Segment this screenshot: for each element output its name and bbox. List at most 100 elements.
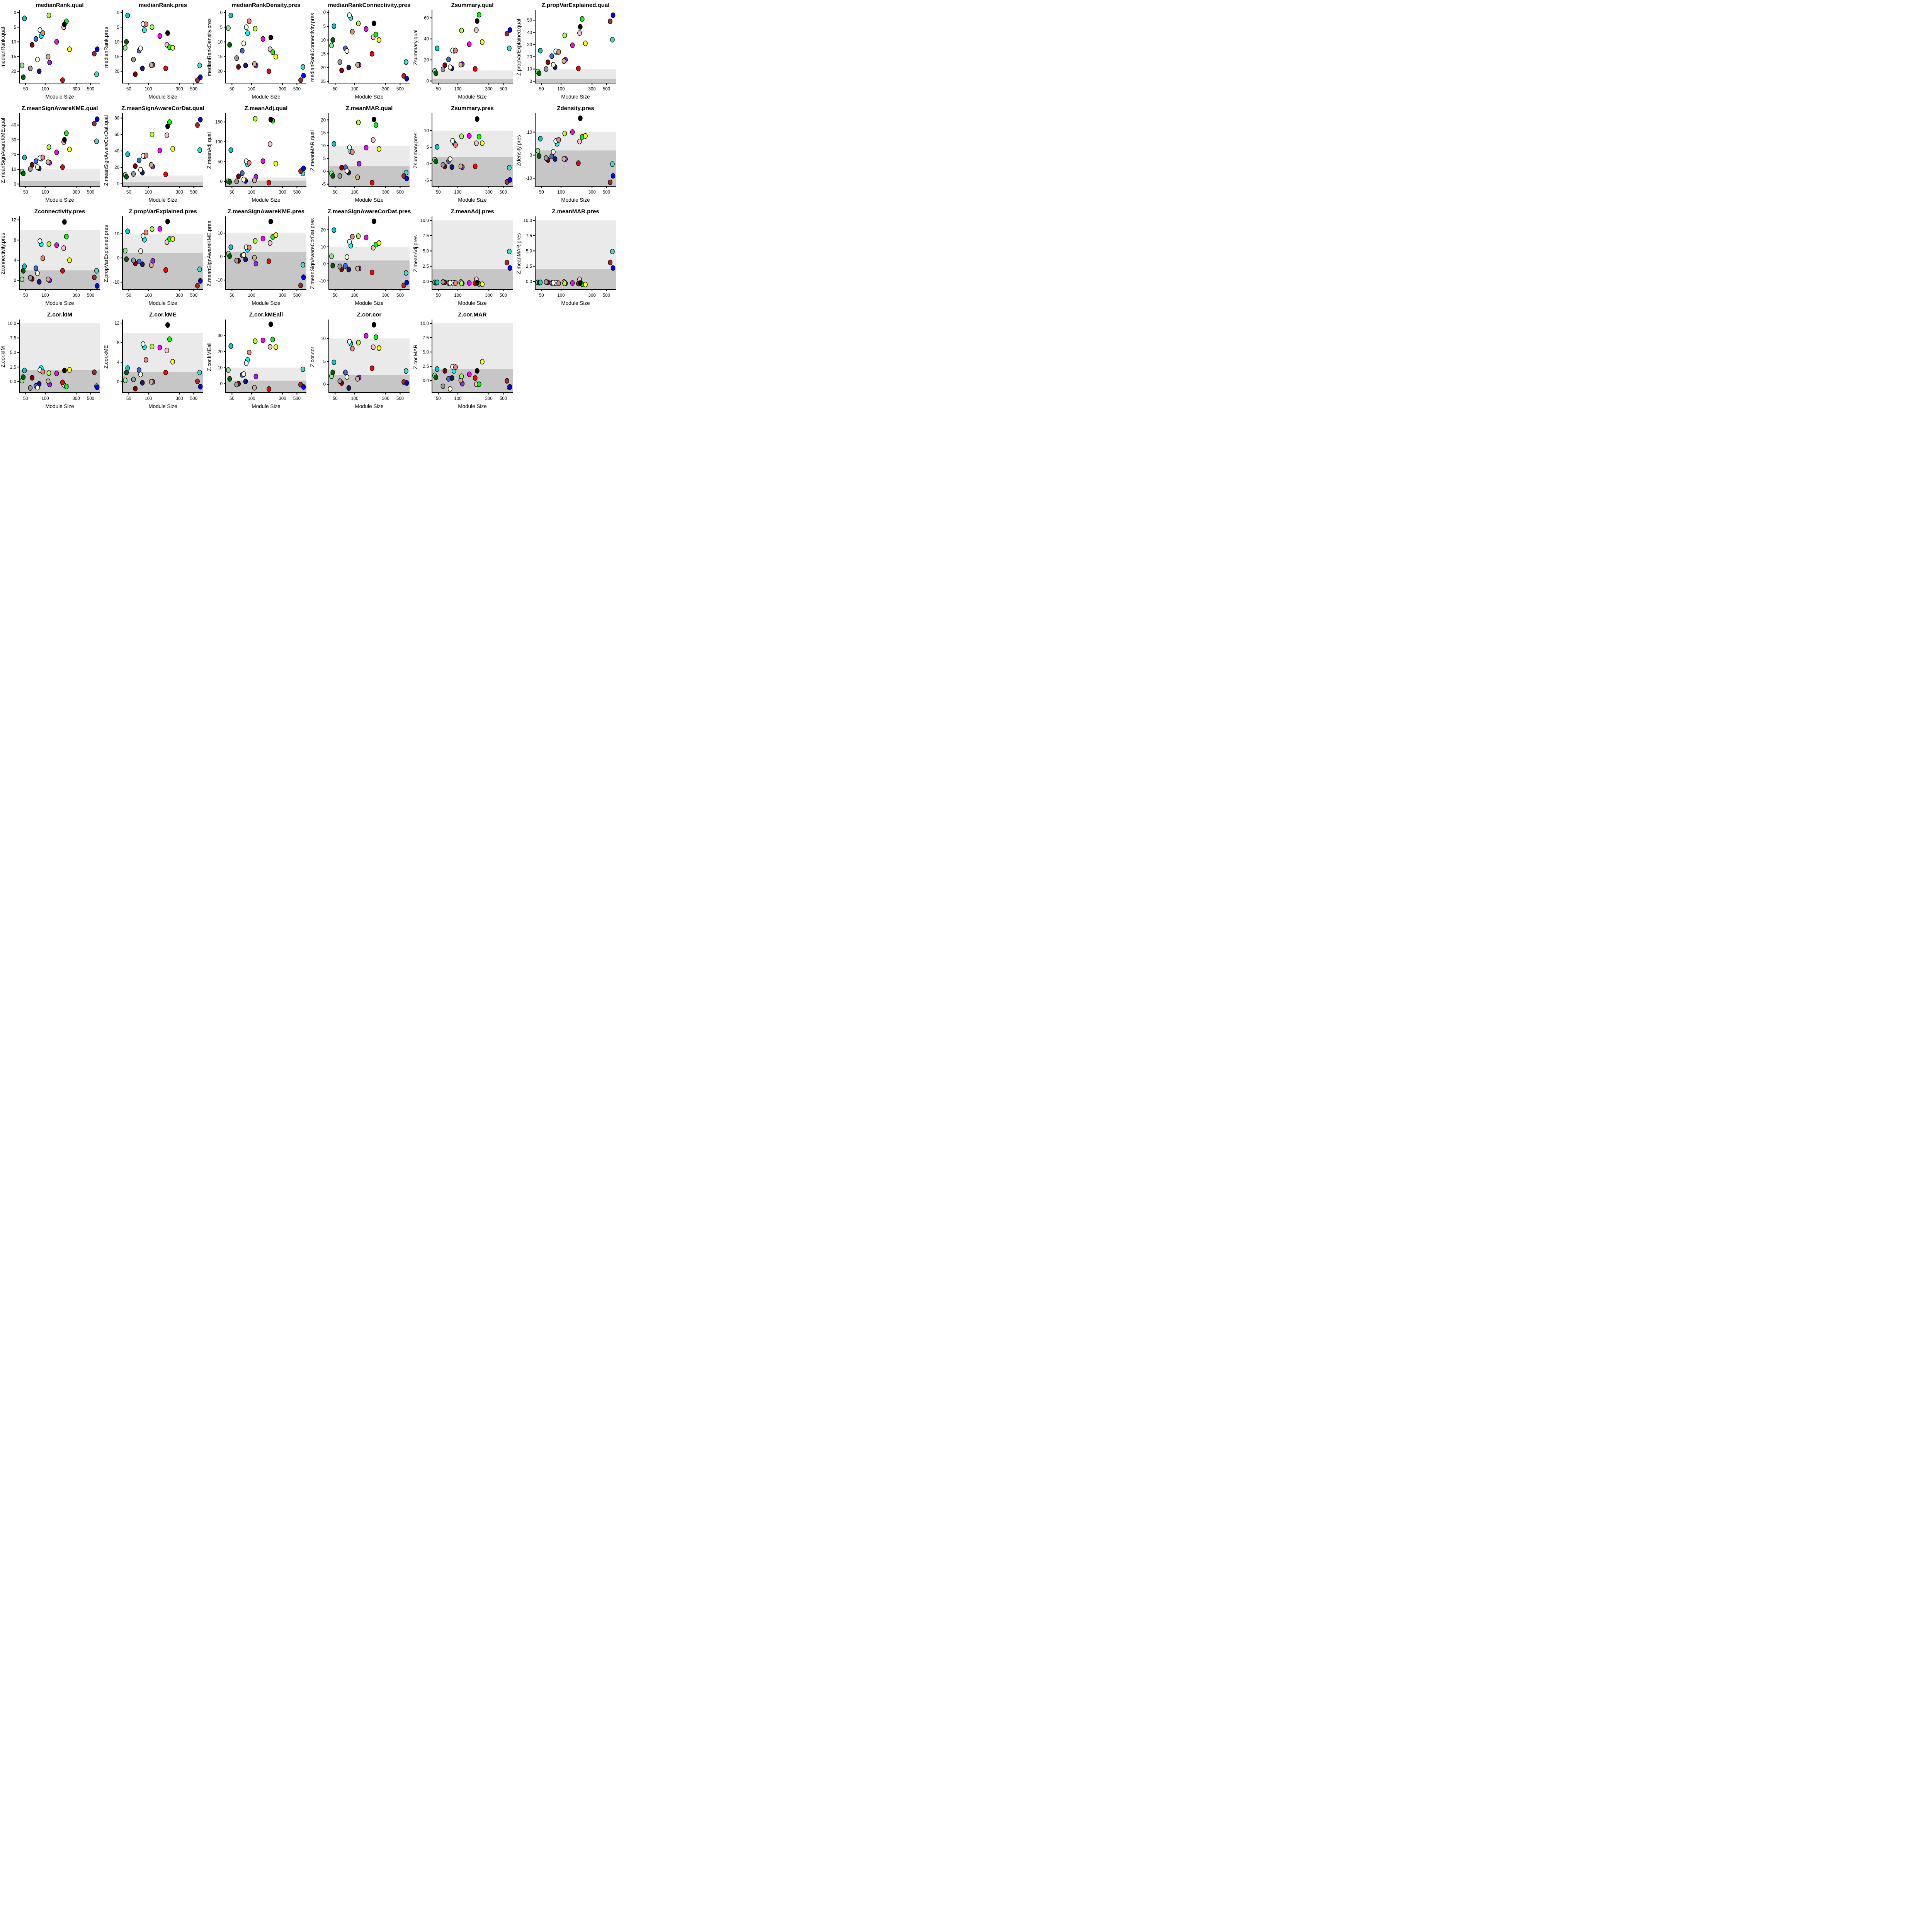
data-point-royalblue — [343, 369, 348, 375]
data-point-black — [371, 116, 376, 122]
threshold-band-light — [19, 323, 100, 370]
x-tick-label: 300 — [176, 396, 183, 401]
data-point-tan — [252, 255, 257, 261]
data-point-darkgreen — [330, 173, 335, 179]
data-point-turquoise — [301, 366, 305, 372]
data-point-royalblue — [549, 53, 554, 59]
data-point-grey60 — [337, 173, 342, 179]
x-tick-label: 50 — [230, 87, 235, 92]
data-point-tan — [355, 376, 360, 382]
data-point-midnightblue — [449, 164, 454, 170]
panel-Z.cor.kMEall: 50 100 300 500 0 10 20 30 Z.cor.kMEall Z.cor.kMEa… — [206, 310, 310, 413]
panel-title: Z.meanMAR.pres — [552, 208, 599, 215]
y-axis-label: Z.propVarExplained.pres — [103, 225, 109, 282]
x-axis-label: Module Size — [561, 197, 590, 203]
x-tick-label: 300 — [176, 87, 183, 92]
data-point-yellow — [170, 236, 175, 242]
panel-title: Zsummary.pres — [451, 105, 494, 112]
data-point-greenyellow — [150, 226, 155, 232]
data-point-greenyellow — [253, 26, 258, 32]
data-point-tan — [458, 62, 463, 68]
x-tick-label: 50 — [23, 396, 28, 401]
data-point-turquoise — [404, 59, 408, 65]
data-point-greenyellow — [459, 281, 464, 286]
panel-title: Z.meanAdj.pres — [451, 208, 494, 215]
data-point-black — [62, 219, 67, 225]
data-point-yellow — [170, 45, 175, 51]
data-point-grey60 — [440, 383, 446, 389]
y-tick-label: 5.0 — [423, 350, 429, 355]
data-point-darkgreen — [330, 37, 335, 43]
y-tick-label: 5 — [117, 25, 119, 30]
threshold-band-dark — [19, 370, 100, 393]
data-point-tan — [46, 54, 51, 60]
data-point-darkturquoise — [22, 367, 27, 374]
figure-grid: 50 100 300 500 0 5 10 15 20 medianRank.qual median… — [0, 0, 619, 413]
data-point-lightcyan — [141, 341, 146, 347]
threshold-band-dark — [122, 182, 203, 186]
data-point-lightyellow — [35, 385, 40, 391]
y-tick-label: 15 — [11, 54, 16, 59]
data-point-magenta — [157, 148, 162, 153]
data-point-brown — [195, 283, 200, 289]
data-point-purple — [357, 161, 362, 167]
data-point-lightyellow — [242, 371, 246, 377]
data-point-green — [580, 16, 585, 22]
x-tick-label: 300 — [485, 396, 493, 401]
y-tick-label: 2.5 — [423, 264, 429, 269]
data-point-blue — [404, 175, 409, 182]
data-point-lightgreen — [123, 248, 128, 253]
data-point-greenyellow — [459, 133, 464, 139]
data-point-grey60 — [544, 155, 549, 161]
data-point-lightyellow — [448, 156, 452, 162]
data-point-darkgreen — [537, 153, 542, 159]
y-tick-label: 5.0 — [10, 350, 16, 355]
y-tick-label: 8 — [117, 341, 119, 345]
y-tick-label: 0 — [220, 255, 223, 259]
x-tick-label: 500 — [603, 293, 610, 298]
panel-title: Zsummary.qual — [451, 2, 494, 9]
data-point-black — [268, 321, 273, 327]
panel-medianRankDensity.pres: 50 100 300 500 0 5 10 15 20 medianRankDensity.pre… — [206, 0, 310, 103]
y-axis-label: Zsummary.pres — [413, 133, 418, 168]
panel-title: Z.meanAdj.qual — [245, 105, 288, 112]
threshold-band-dark — [329, 260, 410, 289]
data-point-salmon — [556, 137, 561, 143]
x-tick-label: 100 — [454, 190, 461, 195]
data-point-grey60 — [440, 279, 446, 285]
data-point-yellow — [274, 232, 278, 238]
data-point-darkred — [236, 64, 241, 70]
x-tick-label: 300 — [485, 190, 493, 195]
scatter-plot-medianRankConnectivity.pres: 50 100 300 500 0 5 10 15 20 25 medianRankConnectiv… — [310, 2, 410, 100]
data-point-salmon — [143, 153, 148, 158]
x-tick-label: 100 — [248, 190, 255, 195]
data-point-greenyellow — [562, 32, 567, 38]
x-tick-label: 500 — [190, 190, 197, 195]
y-tick-label: 7.5 — [423, 336, 429, 340]
panel-Z.propVarExplained.pres: 50 100 300 500 -10 0 10 Z.propVarExplained.pres… — [103, 206, 206, 310]
y-tick-label: 0 — [530, 153, 532, 158]
y-axis-label: Z.cor.kMEall — [206, 342, 212, 371]
y-axis-label: Z.meanSignAwareCorDat.qual — [103, 115, 109, 186]
x-tick-label: 300 — [382, 293, 389, 298]
y-tick-label: 20 — [114, 165, 119, 170]
threshold-band-dark — [432, 79, 513, 83]
data-point-lightcyan — [347, 339, 352, 345]
y-tick-label: 10.0 — [524, 218, 532, 223]
y-tick-label: -10 — [113, 280, 119, 285]
threshold-band-light — [226, 233, 306, 252]
data-point-darkgreen — [124, 256, 129, 262]
data-point-lightgreen — [536, 148, 540, 154]
data-point-midnightblue — [140, 380, 145, 386]
data-point-greenyellow — [46, 241, 51, 247]
data-point-magenta — [260, 158, 265, 164]
data-point-lightyellow — [35, 270, 40, 276]
scatter-plot-Z.meanMAR.qual: 50 100 300 500 -5 0 5 10 15 20 Z.meanMAR.qual Z.mea… — [310, 105, 410, 203]
data-point-red — [473, 163, 478, 169]
data-point-yellow — [274, 161, 278, 167]
data-point-yellow — [67, 46, 72, 52]
data-point-blue — [507, 27, 512, 33]
data-point-turquoise — [197, 63, 202, 68]
data-point-greenyellow — [253, 116, 258, 122]
y-tick-label: 5 — [323, 359, 326, 364]
